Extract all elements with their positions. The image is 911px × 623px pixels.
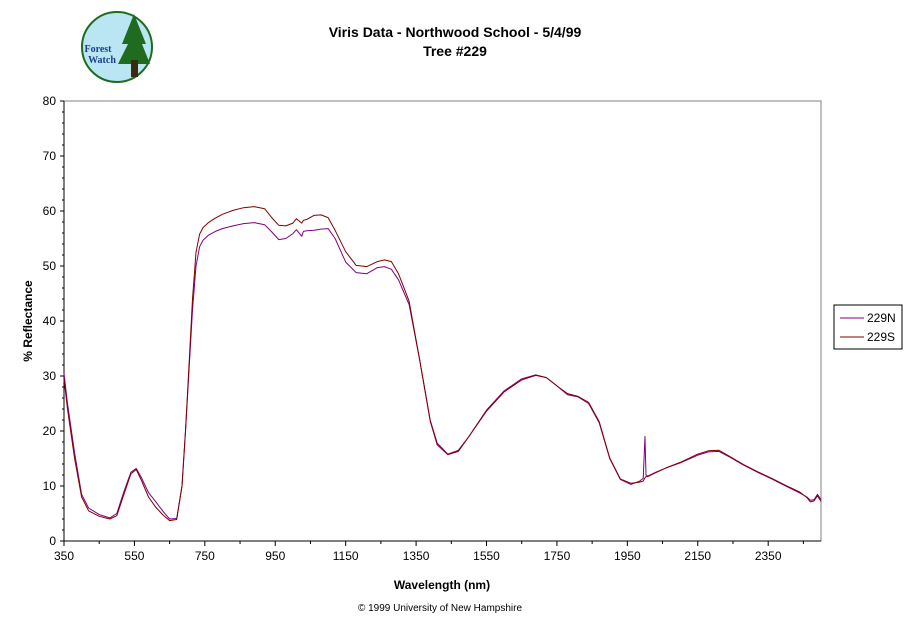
- x-tick-label: 2350: [755, 549, 782, 563]
- chart-subtitle: Tree #229: [423, 43, 487, 59]
- plot-area: [63, 100, 822, 542]
- forest-watch-logo: Forest Watch: [81, 11, 153, 83]
- y-tick-label: 0: [49, 534, 56, 548]
- x-tick-label: 1550: [473, 549, 500, 563]
- x-tick-label: 350: [54, 549, 74, 563]
- x-ticks: 350 550 750 950 1150 1350 1550 1750 1950 2150 2350: [54, 541, 804, 563]
- y-tick-label: 70: [43, 149, 57, 163]
- y-tick-label: 50: [43, 259, 57, 273]
- series-lines: [63, 206, 822, 522]
- x-tick-label: 750: [195, 549, 215, 563]
- y-tick-label: 20: [43, 424, 57, 438]
- x-axis-title: Wavelength (nm): [394, 578, 490, 592]
- x-tick-label: 950: [265, 549, 285, 563]
- chart-title: Viris Data - Northwood School - 5/4/99: [329, 24, 582, 40]
- y-tick-label: 30: [43, 369, 57, 383]
- legend-label: 229S: [867, 330, 895, 344]
- x-tick-label: 1350: [403, 549, 430, 563]
- x-tick-label: 1750: [544, 549, 571, 563]
- series-line-229S: [63, 206, 822, 522]
- logo-text-line2: Watch: [88, 55, 116, 66]
- legend-label: 229N: [867, 311, 896, 325]
- x-tick-label: 1950: [614, 549, 641, 563]
- y-tick-label: 60: [43, 204, 57, 218]
- y-axis-title: % Reflectance: [21, 280, 35, 362]
- x-tick-label: 550: [124, 549, 144, 563]
- logo-text-line1: Forest: [84, 44, 112, 55]
- legend: 229N 229S: [833, 304, 903, 350]
- x-tick-label: 2150: [684, 549, 711, 563]
- legend-box: [833, 304, 903, 350]
- y-tick-label: 40: [43, 314, 57, 328]
- tree-icon: [118, 14, 150, 77]
- y-ticks: 0 10 20 30 40 50 60 70 80: [43, 94, 64, 548]
- y-tick-label: 10: [43, 479, 57, 493]
- x-tick-label: 1150: [333, 549, 359, 563]
- y-tick-label: 80: [43, 94, 57, 108]
- copyright-text: © 1999 University of New Hampshire: [358, 603, 523, 614]
